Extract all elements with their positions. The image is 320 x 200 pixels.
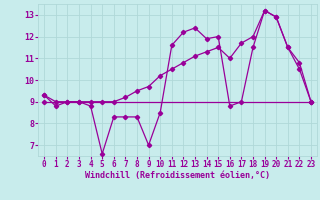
X-axis label: Windchill (Refroidissement éolien,°C): Windchill (Refroidissement éolien,°C) xyxy=(85,171,270,180)
